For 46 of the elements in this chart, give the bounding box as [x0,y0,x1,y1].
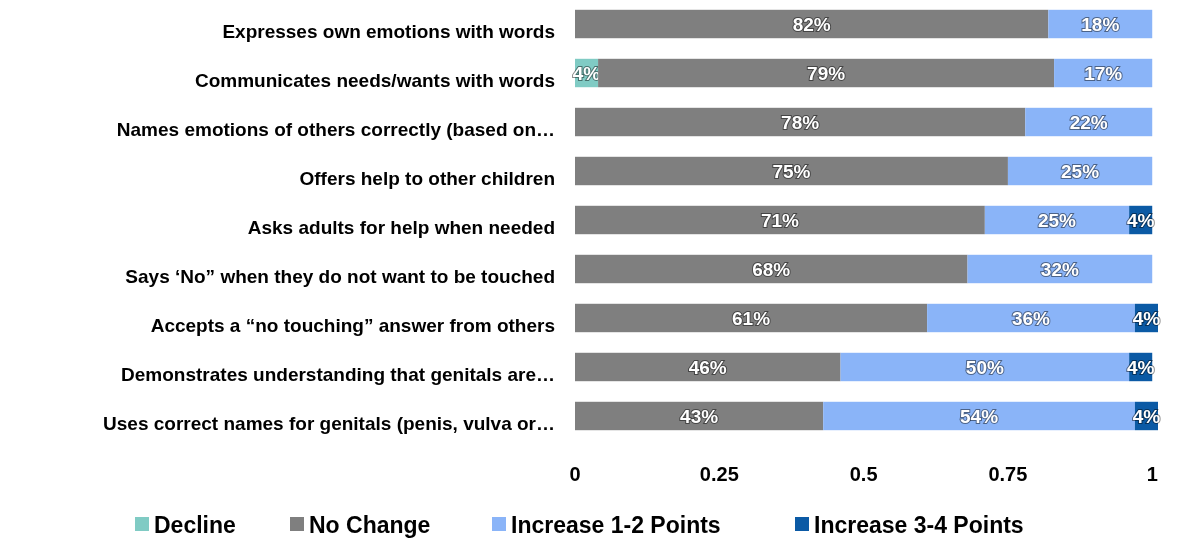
bar [575,9,1049,39]
data-label: 78% [781,111,820,133]
data-label: 25% [1061,160,1100,182]
y-tick-label: Expresses own emotions with words [222,20,555,42]
data-label: 75% [772,160,811,182]
bar [823,401,1135,431]
legend-label: Increase 3-4 Points [814,512,1024,539]
x-tick-label: 1 [1146,463,1158,485]
bar [575,303,928,333]
y-tick-label: Communicates needs/wants with words [194,69,555,91]
x-tick-label: 0.75 [988,463,1028,485]
bar [575,352,841,382]
y-tick-label: Demonstrates understanding that genitals are… [121,363,555,385]
y-tick-label: Accepts a “no touching” answer from others [150,314,555,336]
data-label: 79% [807,62,846,84]
data-label: 54% [960,405,999,427]
y-tick-label: Names emotions of others correctly (based on… [116,118,555,140]
y-tick-label: Offers help to other children [299,167,555,189]
x-tick-label: 0.25 [699,463,739,485]
data-label: 43% [680,405,719,427]
bar [575,107,1026,137]
data-label: 61% [732,307,771,329]
data-label: 18% [1081,13,1120,35]
legend-label: No Change [309,512,431,539]
bar [575,156,1008,186]
data-label: 22% [1069,111,1108,133]
x-tick-label: 0.5 [849,463,878,485]
x-tick-label: 0 [569,463,581,485]
data-label: 46% [688,356,727,378]
data-label: 82% [792,13,831,35]
bar [575,205,985,235]
data-label: 32% [1040,258,1079,280]
legend-label: Increase 1-2 Points [511,512,721,539]
y-tick-label: Asks adults for help when needed [247,216,555,238]
data-label: 36% [1011,307,1051,329]
data-label: 25% [1037,209,1077,231]
bar [575,401,824,431]
data-label: 68% [752,258,791,280]
data-label: 17% [1084,62,1123,84]
bar [575,254,968,284]
y-tick-label: Says ‘No” when they do not want to be touched [125,265,555,287]
y-tick-label: Uses correct names for genitals (penis, vulva or… [103,412,555,434]
bar [598,58,1055,88]
data-label: 50% [965,356,1004,378]
legend-label: Decline [154,512,236,539]
data-label: 71% [760,209,800,231]
